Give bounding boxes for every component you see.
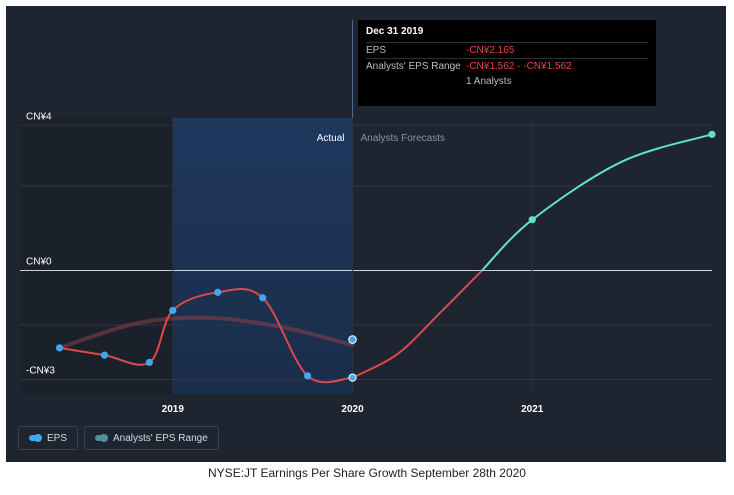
eps-chart: CN¥4 CN¥0 -CN¥3 2019 2020 2021 Actual Analysts … bbox=[20, 20, 716, 415]
tooltip-eps-value: -CN¥2.165 bbox=[466, 45, 515, 56]
tooltip-row-analysts: 1 Analysts bbox=[366, 74, 648, 89]
legend-range-label: Analysts' EPS Range bbox=[113, 432, 208, 444]
region-label-actual: Actual bbox=[317, 133, 345, 144]
series-line-1 bbox=[351, 269, 483, 379]
tooltip-range-value: -CN¥1.562 - -CN¥1.562 bbox=[466, 61, 572, 72]
forecast-point bbox=[708, 130, 716, 138]
x-tick-label: 2020 bbox=[341, 404, 364, 415]
eps-point bbox=[348, 373, 357, 382]
eps-point bbox=[303, 372, 312, 380]
tooltip-date: Dec 31 2019 bbox=[366, 26, 424, 37]
highlight-point bbox=[348, 335, 357, 344]
eps-point bbox=[169, 306, 177, 315]
legend-item-eps[interactable]: EPS bbox=[18, 426, 79, 450]
y-tick-label: CN¥4 bbox=[26, 111, 52, 122]
tooltip-analysts: 1 Analysts bbox=[466, 76, 512, 87]
y-tick-label: CN¥0 bbox=[26, 257, 52, 268]
forecast-point bbox=[528, 216, 536, 224]
legend-range-swatch-icon bbox=[95, 434, 109, 442]
tooltip-range-key: Analysts' EPS Range bbox=[366, 61, 461, 72]
tooltip-eps-key: EPS bbox=[366, 45, 387, 56]
series-line-0 bbox=[58, 288, 354, 384]
legend-item-analysts-range[interactable]: Analysts' EPS Range bbox=[84, 426, 219, 450]
highlight-band bbox=[172, 118, 353, 394]
y-tick-label: -CN¥3 bbox=[26, 365, 55, 376]
chart-panel: CN¥4 CN¥0 -CN¥3 2019 2020 2021 Actual Analysts … bbox=[6, 6, 726, 462]
x-tick-label: 2021 bbox=[521, 404, 544, 415]
tooltip-row-eps: EPS -CN¥2.165 bbox=[366, 42, 648, 58]
eps-point bbox=[100, 351, 109, 359]
legend-eps-label: EPS bbox=[47, 432, 68, 444]
tooltip-row-range: Analysts' EPS Range -CN¥1.562 - -CN¥1.56… bbox=[366, 58, 648, 74]
series-line-3 bbox=[57, 315, 355, 350]
x-tick-label: 2019 bbox=[162, 404, 185, 415]
eps-point bbox=[214, 288, 222, 296]
eps-point bbox=[145, 358, 154, 367]
region-label-forecast: Analysts Forecasts bbox=[361, 133, 445, 144]
eps-point bbox=[55, 344, 64, 352]
chart-caption: NYSE:JT Earnings Per Share Growth Septem… bbox=[208, 466, 526, 480]
series-line-2 bbox=[480, 133, 713, 272]
tooltip: Dec 31 2019 EPS -CN¥2.165 Analysts' EPS … bbox=[358, 20, 656, 106]
eps-point bbox=[259, 294, 267, 302]
legend-eps-swatch-icon bbox=[29, 434, 42, 442]
chart-legend: EPS Analysts' EPS Range bbox=[18, 426, 219, 450]
